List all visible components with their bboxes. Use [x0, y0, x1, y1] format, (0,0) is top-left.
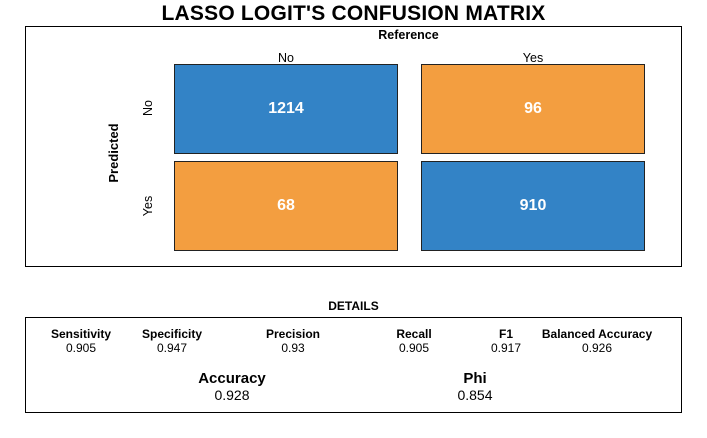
- confusion-matrix-panel: Reference No Yes Predicted No Yes 1214 9…: [25, 26, 682, 267]
- row-label-yes: Yes: [141, 195, 155, 217]
- chart-title: LASSO LOGIT'S CONFUSION MATRIX: [161, 2, 546, 25]
- metric-f1: F1 0.917: [456, 327, 556, 355]
- summary-name: Accuracy: [198, 370, 266, 387]
- matrix-cell-no-no: 1214: [174, 64, 398, 154]
- summary-value: 0.928: [214, 387, 250, 403]
- metric-value: 0.917: [490, 341, 522, 355]
- details-title: DETAILS: [328, 299, 379, 313]
- summary-accuracy: Accuracy 0.928: [172, 370, 292, 403]
- metric-name: Precision: [265, 327, 321, 341]
- summary-name: Phi: [463, 370, 487, 387]
- metric-precision: Precision 0.93: [243, 327, 343, 355]
- metric-value: 0.93: [281, 341, 305, 355]
- metric-name: F1: [498, 327, 513, 341]
- metric-value: 0.947: [156, 341, 188, 355]
- metric-recall: Recall 0.905: [364, 327, 464, 355]
- metric-name: Balanced Accuracy: [541, 327, 653, 341]
- column-label-no: No: [278, 51, 294, 65]
- metric-sensitivity: Sensitivity 0.905: [31, 327, 131, 355]
- metric-specificity: Specificity 0.947: [122, 327, 222, 355]
- summary-phi: Phi 0.854: [415, 370, 535, 403]
- row-label-no: No: [141, 100, 155, 116]
- metric-name: Sensitivity: [50, 327, 112, 341]
- metric-name: Specificity: [141, 327, 203, 341]
- matrix-cell-yes-no: 68: [174, 161, 398, 251]
- metric-value: 0.905: [65, 341, 97, 355]
- reference-axis-label: Reference: [378, 28, 439, 42]
- matrix-cell-no-yes: 96: [421, 64, 645, 154]
- details-panel: Sensitivity 0.905 Specificity 0.947 Prec…: [25, 317, 682, 413]
- metric-value: 0.905: [398, 341, 430, 355]
- matrix-cell-yes-yes: 910: [421, 161, 645, 251]
- metric-name: Recall: [396, 327, 432, 341]
- metric-balanced-accuracy: Balanced Accuracy 0.926: [527, 327, 667, 355]
- column-label-yes: Yes: [522, 51, 544, 65]
- summary-value: 0.854: [457, 387, 493, 403]
- predicted-axis-label: Predicted: [106, 123, 121, 183]
- metric-value: 0.926: [581, 341, 613, 355]
